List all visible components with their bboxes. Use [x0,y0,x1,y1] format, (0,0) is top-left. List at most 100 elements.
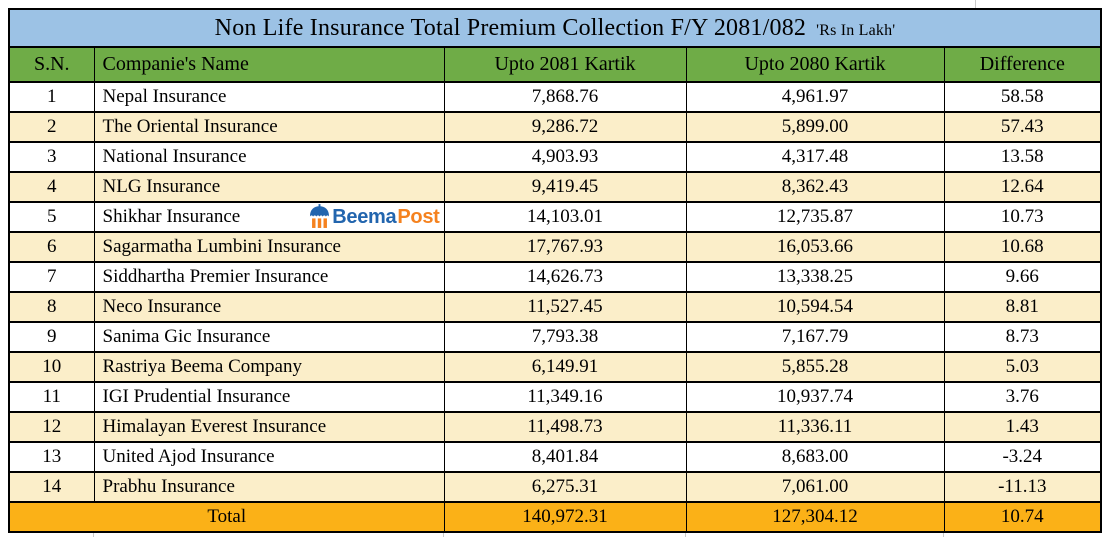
company-name-text: Himalayan Everest Insurance [102,416,327,437]
cell-difference: -11.13 [943,471,1102,503]
cell-difference: -3.24 [943,441,1102,473]
company-name-text: Sanima Gic Insurance [102,326,271,347]
table-row: 5 Shikhar Insurance Beema Post 14,103.01 [8,201,1102,233]
total-label: Total [8,501,445,533]
gridline-tick [975,0,976,8]
cell-sn: 10 [8,351,95,383]
cell-upto-2080: 8,683.00 [685,441,945,473]
cell-upto-2080: 5,855.28 [685,351,945,383]
cell-upto-2081: 11,349.16 [443,381,687,413]
cell-company-name: National Insurance [93,141,445,173]
cell-company-name: The Oriental Insurance [93,111,445,143]
logo-text-post: Post [397,205,440,228]
cell-upto-2080: 4,961.97 [685,81,945,113]
cell-difference: 1.43 [943,411,1102,443]
cell-upto-2080: 8,362.43 [685,171,945,203]
col-header-difference: Difference [943,46,1102,83]
cell-upto-2081: 9,286.72 [443,111,687,143]
cell-company-name: Sagarmatha Lumbini Insurance [93,231,445,263]
cell-upto-2081: 7,868.76 [443,81,687,113]
gridline-tick [443,531,444,537]
total-upto-2080: 127,304.12 [685,501,945,533]
cell-upto-2081: 4,903.93 [443,141,687,173]
total-difference: 10.74 [943,501,1102,533]
company-name-text: Sagarmatha Lumbini Insurance [102,236,341,257]
table-row: 9 Sanima Gic Insurance 7,793.38 7,167.79… [8,321,1102,353]
table-row: 4 NLG Insurance 9,419.45 8,362.43 12.64 [8,171,1102,203]
cell-upto-2081: 9,419.45 [443,171,687,203]
table-row: 14 Prabhu Insurance 6,275.31 7,061.00 -1… [8,471,1102,503]
table-row: 8 Neco Insurance 11,527.45 10,594.54 8.8… [8,291,1102,323]
cell-upto-2080: 11,336.11 [685,411,945,443]
table-row: 11 IGI Prudential Insurance 11,349.16 10… [8,381,1102,413]
cell-upto-2081: 6,149.91 [443,351,687,383]
cell-upto-2081: 7,793.38 [443,321,687,353]
cell-upto-2080: 4,317.48 [685,141,945,173]
table-unit-label: 'Rs In Lakh' [816,21,896,39]
cell-upto-2080: 16,053.66 [685,231,945,263]
company-name-text: Nepal Insurance [102,86,227,107]
cell-sn: 1 [8,81,95,113]
total-upto-2081: 140,972.31 [443,501,687,533]
cell-sn: 13 [8,441,95,473]
cell-difference: 3.76 [943,381,1102,413]
cell-sn: 9 [8,321,95,353]
cell-company-name: Nepal Insurance [93,81,445,113]
gridline-tick [943,531,944,537]
cell-company-name: United Ajod Insurance [93,441,445,473]
cell-upto-2081: 11,498.73 [443,411,687,443]
cell-difference: 57.43 [943,111,1102,143]
cell-upto-2080: 12,735.87 [685,201,945,233]
table-row: 2 The Oriental Insurance 9,286.72 5,899.… [8,111,1102,143]
table-row: 3 National Insurance 4,903.93 4,317.48 1… [8,141,1102,173]
umbrella-pillars-icon [309,204,331,229]
logo-text-beema: Beema [332,205,397,228]
cell-sn: 2 [8,111,95,143]
beemapost-logo: Beema Post [309,204,440,229]
company-name-text: Siddhartha Premier Insurance [102,266,329,287]
company-name-text: Neco Insurance [102,296,222,317]
table-row: 7 Siddhartha Premier Insurance 14,626.73… [8,261,1102,293]
company-name-text: United Ajod Insurance [102,446,275,467]
gridline-tick [93,531,94,537]
cell-company-name: Shikhar Insurance Beema Post [93,201,445,233]
cell-sn: 5 [8,201,95,233]
cell-difference: 13.58 [943,141,1102,173]
table-body: 1 Nepal Insurance 7,868.76 4,961.97 58.5… [8,81,1102,503]
cell-upto-2081: 8,401.84 [443,441,687,473]
company-name-text: NLG Insurance [102,176,221,197]
cell-difference: 8.73 [943,321,1102,353]
cell-sn: 12 [8,411,95,443]
cell-upto-2081: 14,103.01 [443,201,687,233]
cell-difference: 8.81 [943,291,1102,323]
table-row: 12 Himalayan Everest Insurance 11,498.73… [8,411,1102,443]
company-name-text: Rastriya Beema Company [102,356,302,377]
header-row: S.N. Companie's Name Upto 2081 Kartik Up… [8,46,1102,83]
cell-difference: 5.03 [943,351,1102,383]
company-name-text: IGI Prudential Insurance [102,386,291,407]
cell-upto-2080: 7,167.79 [685,321,945,353]
total-row: Total 140,972.31 127,304.12 10.74 [8,501,1102,533]
table-row: 1 Nepal Insurance 7,868.76 4,961.97 58.5… [8,81,1102,113]
cell-company-name: Prabhu Insurance [93,471,445,503]
cell-sn: 3 [8,141,95,173]
cell-sn: 4 [8,171,95,203]
table-row: 10 Rastriya Beema Company 6,149.91 5,855… [8,351,1102,383]
cell-company-name: Neco Insurance [93,291,445,323]
cell-upto-2081: 14,626.73 [443,261,687,293]
company-name-text: Shikhar Insurance [102,206,241,227]
premium-collection-table: Non Life Insurance Total Premium Collect… [8,8,1103,533]
cell-sn: 11 [8,381,95,413]
cell-upto-2081: 11,527.45 [443,291,687,323]
cell-company-name: NLG Insurance [93,171,445,203]
cell-upto-2080: 5,899.00 [685,111,945,143]
table-title-text: Non Life Insurance Total Premium Collect… [214,14,807,41]
cell-company-name: Sanima Gic Insurance [93,321,445,353]
cell-difference: 9.66 [943,261,1102,293]
col-header-name: Companie's Name [93,46,445,83]
cell-upto-2081: 6,275.31 [443,471,687,503]
cell-sn: 6 [8,231,95,263]
cell-company-name: Himalayan Everest Insurance [93,411,445,443]
col-header-upto-2081: Upto 2081 Kartik [443,46,687,83]
